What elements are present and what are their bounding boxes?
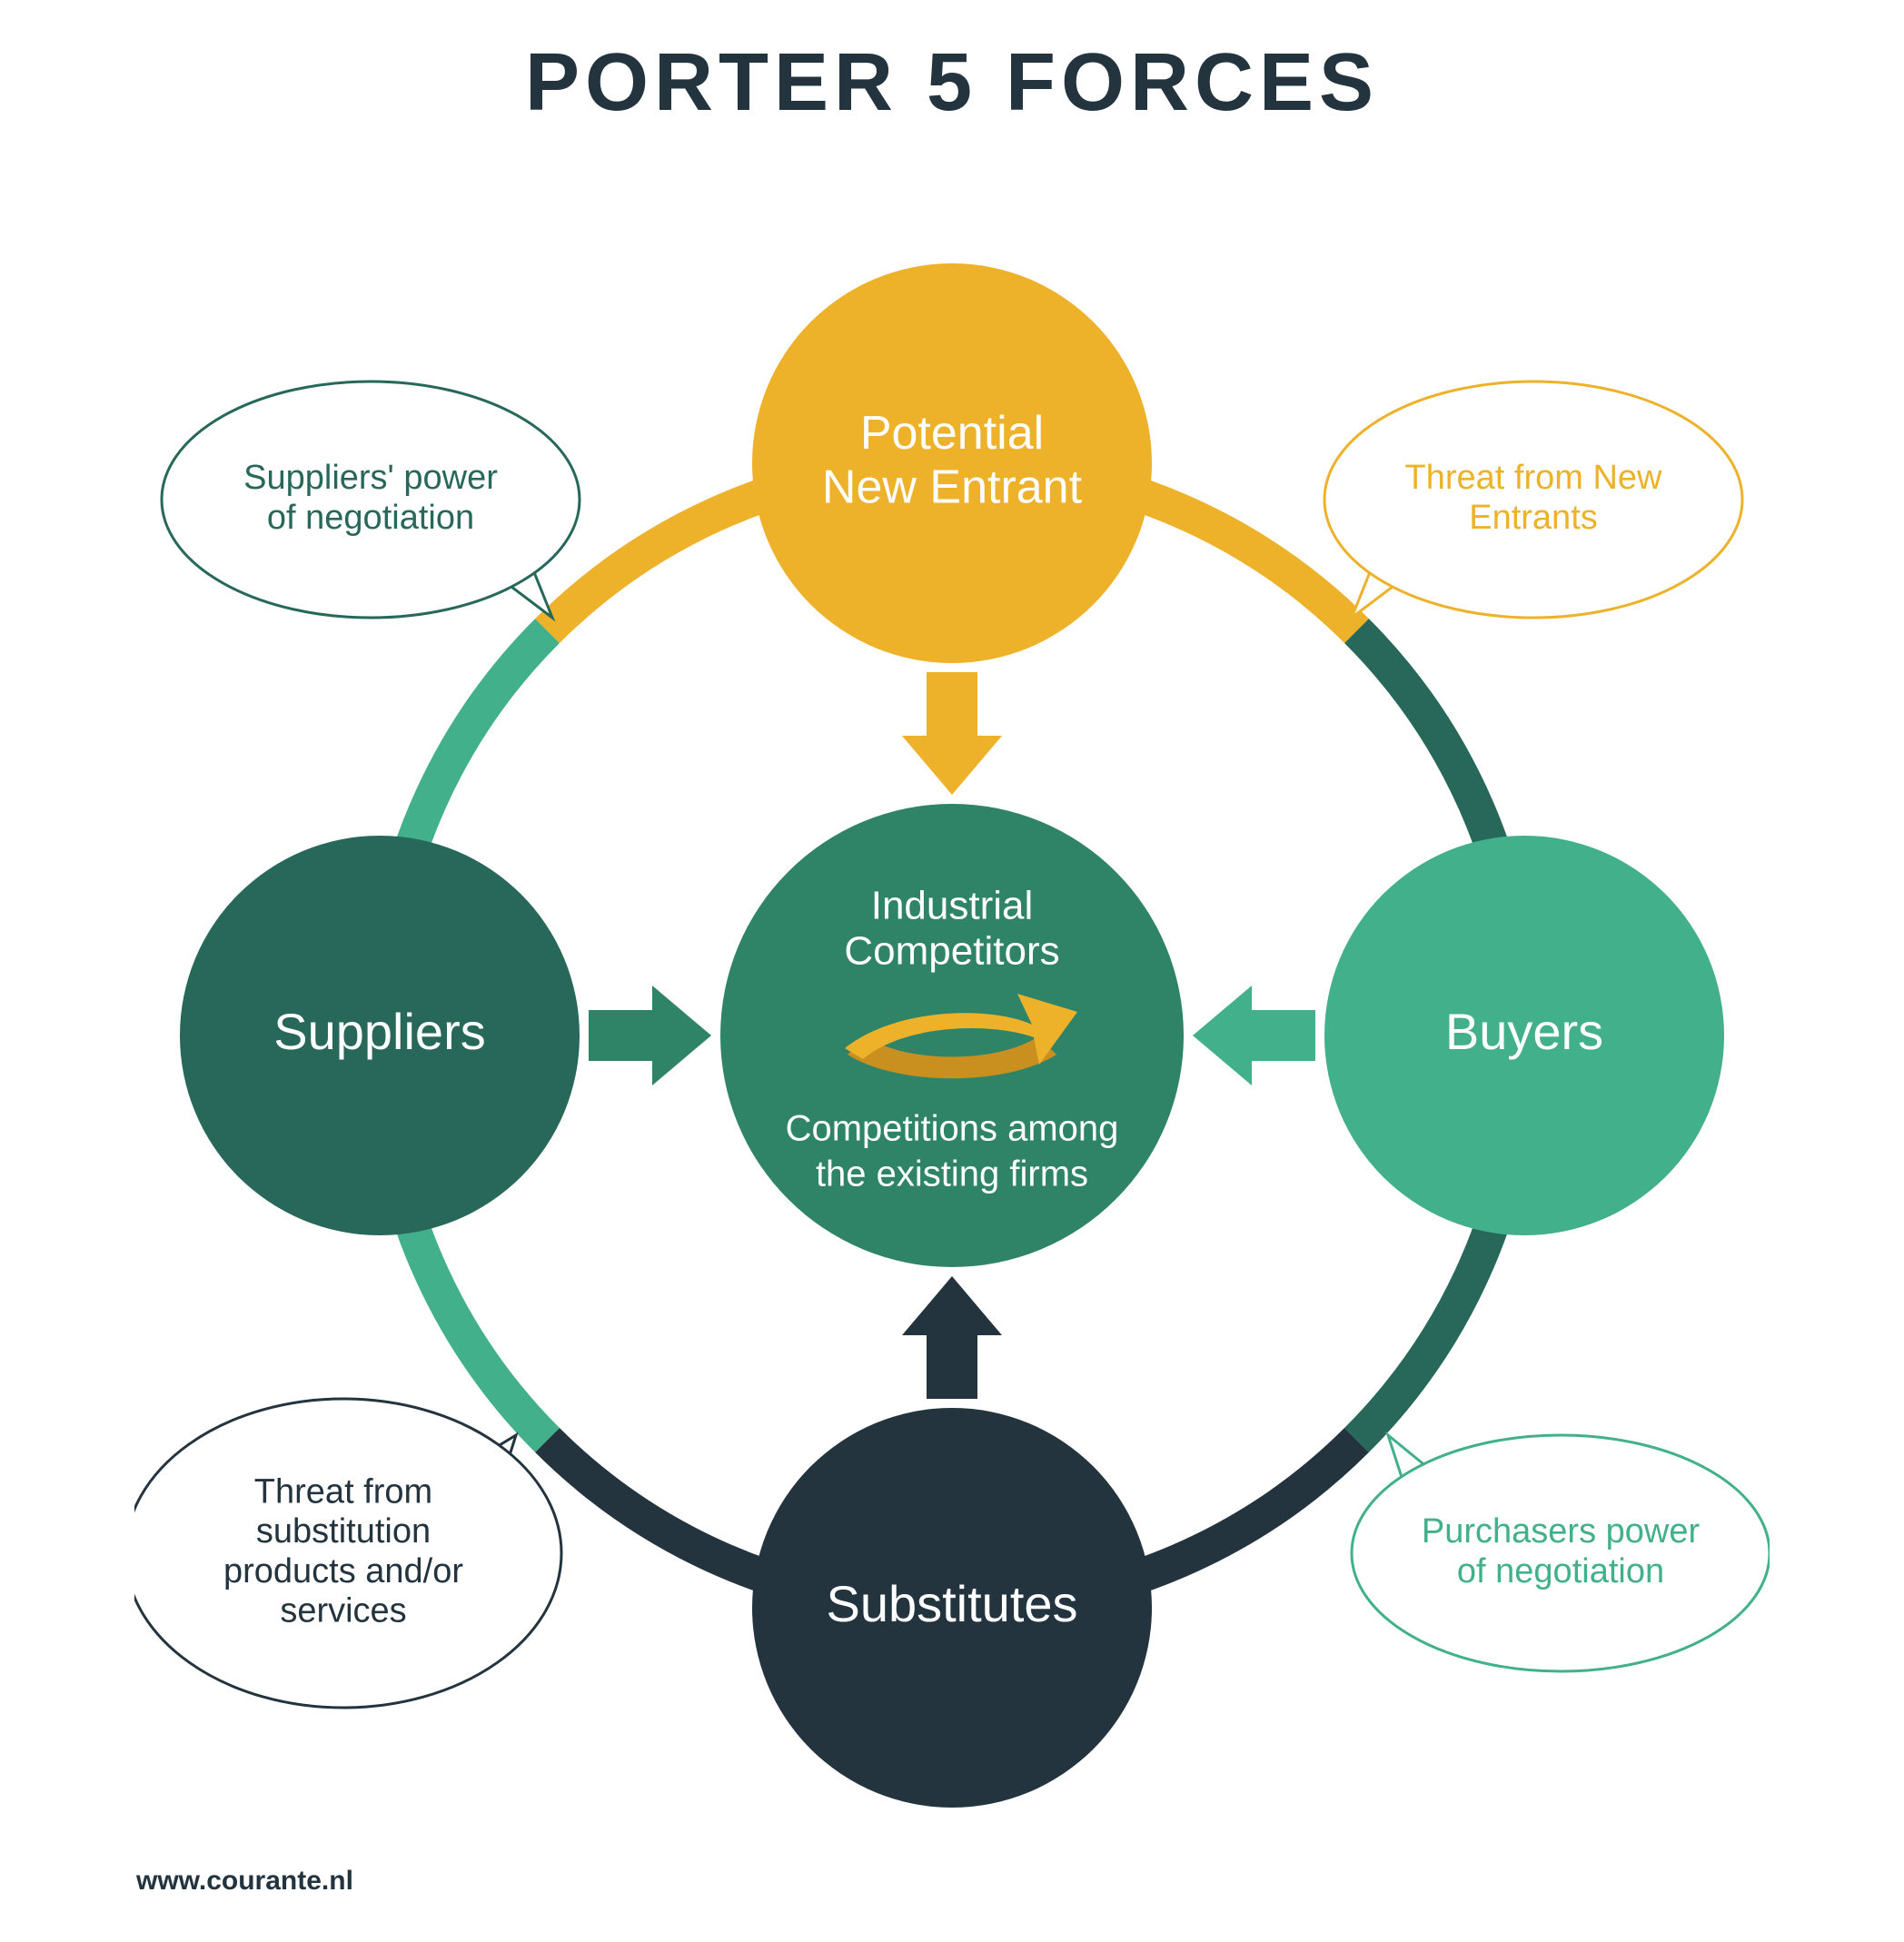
node-label-left-0: Suppliers <box>273 1003 485 1060</box>
center-circle <box>720 804 1184 1267</box>
arrow-right <box>1193 986 1315 1085</box>
callout-text-tr-1: Entrants <box>1469 499 1598 537</box>
porter-diagram: Suppliers' powerof negotiationThreat fro… <box>134 218 1770 1853</box>
callout-text-tl-0: Suppliers' power <box>243 459 498 497</box>
page-title: PORTER 5 FORCES <box>525 36 1379 130</box>
callout-text-bl-3: services <box>280 1592 406 1630</box>
callout-text-br-1: of negotiation <box>1457 1552 1664 1590</box>
center-text-top-0: Industrial <box>871 884 1034 928</box>
center-text-top-1: Competitors <box>844 929 1059 974</box>
node-label-bottom-0: Substitutes <box>826 1575 1077 1632</box>
center-text-bottom-1: the existing firms <box>816 1154 1088 1194</box>
arrow-bottom <box>902 1276 1002 1399</box>
callout-text-br-0: Purchasers power <box>1422 1512 1701 1551</box>
node-label-top-1: New Entrant <box>822 461 1083 514</box>
arrow-left <box>589 986 711 1085</box>
callout-text-tr-0: Threat from New <box>1405 459 1663 497</box>
arrow-top <box>902 672 1002 795</box>
callout-text-bl-0: Threat from <box>254 1472 432 1511</box>
callout-text-bl-2: products and/or <box>223 1552 463 1590</box>
node-label-right-0: Buyers <box>1445 1003 1603 1060</box>
center-text-bottom-0: Competitions among <box>786 1109 1119 1149</box>
diagram-svg: Suppliers' powerof negotiationThreat fro… <box>134 218 1770 1853</box>
callout-text-tl-1: of negotiation <box>267 499 474 537</box>
callout-text-bl-1: substitution <box>256 1512 431 1551</box>
node-label-top-0: Potential <box>860 407 1044 460</box>
footer-url: www.courante.nl <box>136 1866 353 1897</box>
